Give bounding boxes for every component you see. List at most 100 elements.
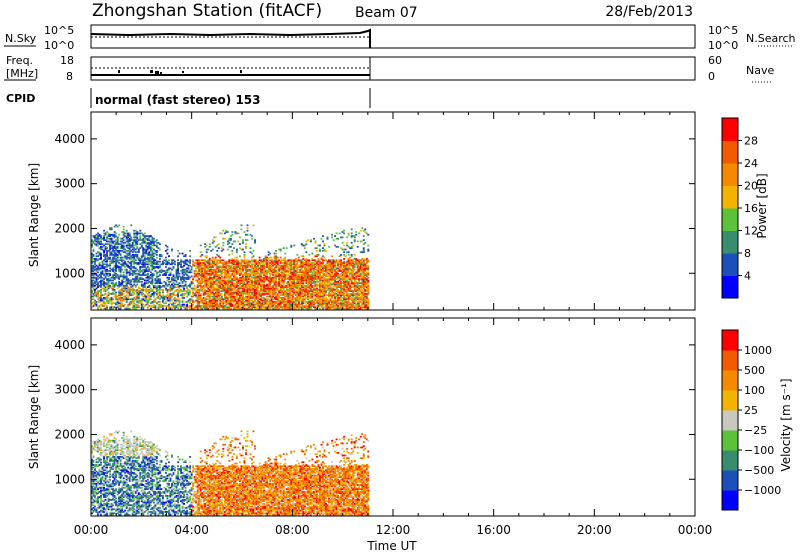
power-cell	[228, 280, 231, 283]
power-cell	[107, 279, 110, 282]
power-cell	[263, 301, 266, 303]
power-cell	[242, 278, 244, 280]
power-cell	[223, 292, 226, 295]
power-cell	[273, 306, 276, 309]
power-cell	[314, 307, 317, 310]
power-cell	[115, 254, 118, 256]
power-cell	[276, 303, 279, 306]
power-cell	[214, 256, 217, 259]
power-cell	[169, 274, 172, 276]
power-cell	[133, 247, 136, 250]
power-cell	[174, 286, 176, 289]
power-cell	[222, 266, 225, 268]
power-cell	[192, 292, 195, 295]
power-cell	[127, 286, 130, 289]
power-cell	[254, 262, 256, 264]
power-cell	[263, 306, 266, 309]
power-cell	[299, 279, 302, 282]
power-cell	[107, 243, 110, 245]
power-cell	[207, 302, 210, 305]
power-cell	[100, 245, 102, 248]
power-cell	[334, 302, 337, 305]
power-cell	[106, 282, 109, 284]
power-cell	[136, 236, 139, 239]
power-cell	[251, 235, 253, 237]
power-cell	[91, 240, 93, 243]
power-cell	[134, 239, 137, 241]
power-cell	[278, 305, 281, 307]
power-cell	[130, 255, 133, 258]
power-cell	[137, 301, 140, 303]
power-cell	[234, 263, 237, 266]
power-cell	[235, 249, 238, 252]
power-cell	[302, 301, 305, 303]
power-cell	[204, 302, 207, 305]
power-cell	[116, 301, 119, 303]
power-cell	[251, 295, 253, 298]
power-cell	[323, 291, 326, 294]
power-cell	[143, 274, 146, 276]
power-cell	[210, 276, 213, 279]
power-cell	[118, 280, 121, 283]
power-cell	[323, 284, 326, 287]
power-cell	[124, 288, 127, 291]
power-cell	[276, 274, 279, 276]
power-cell	[290, 260, 293, 263]
power-cell	[204, 276, 207, 279]
power-cell	[325, 259, 327, 262]
power-cell	[140, 239, 143, 241]
power-cell	[103, 307, 105, 310]
power-cell	[195, 259, 198, 262]
power-cell	[166, 271, 169, 274]
power-cell	[249, 274, 252, 276]
power-cell	[269, 279, 272, 282]
power-cell	[235, 264, 238, 267]
power-cell	[146, 301, 149, 303]
power-cell	[223, 232, 226, 235]
power-cell	[282, 262, 285, 264]
power-cell	[151, 302, 154, 305]
power-cell	[334, 274, 337, 276]
power-cell	[287, 306, 290, 309]
power-cell	[338, 302, 341, 305]
power-cell	[337, 302, 340, 305]
power-cell	[329, 303, 332, 306]
power-cell	[101, 280, 104, 283]
power-cell	[320, 270, 323, 272]
power-cell	[143, 235, 146, 237]
power-cell	[219, 256, 222, 259]
power-cell	[341, 263, 344, 266]
power-cell	[252, 260, 255, 263]
power-cell	[317, 291, 320, 294]
power-cell	[328, 299, 330, 302]
power-cell	[91, 243, 93, 245]
power-cell	[172, 267, 175, 270]
power-cell	[106, 274, 109, 276]
power-cell	[237, 301, 240, 303]
power-cell	[211, 264, 214, 267]
power-cell	[243, 287, 246, 290]
power-cell	[291, 275, 294, 278]
power-cell	[255, 271, 258, 274]
power-cell	[264, 259, 267, 262]
power-cell	[193, 272, 196, 275]
power-cell	[258, 305, 261, 307]
power-cell	[237, 272, 240, 275]
power-cell	[175, 275, 178, 278]
power-cell	[183, 303, 186, 306]
power-cell	[130, 236, 133, 239]
power-cell	[151, 283, 154, 286]
power-cell	[112, 284, 115, 287]
power-cell	[92, 283, 95, 286]
power-cell	[103, 263, 105, 266]
power-cell	[267, 258, 270, 260]
power-cell	[255, 303, 258, 306]
power-cell	[201, 275, 204, 278]
power-cell	[103, 284, 105, 287]
power-cell	[133, 233, 136, 236]
power-cell	[264, 258, 267, 260]
power-cell	[311, 299, 314, 302]
power-cell	[154, 252, 157, 255]
power-cell	[143, 232, 146, 235]
power-cell	[119, 254, 122, 256]
